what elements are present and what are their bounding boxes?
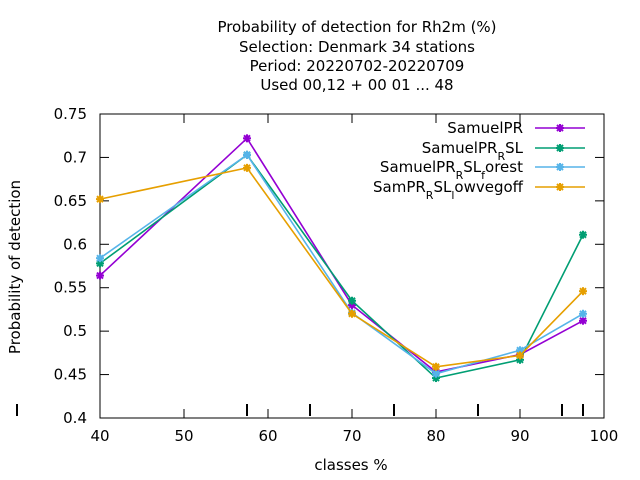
data-point [348,296,356,305]
x-tick-label: 40 [90,427,109,445]
y-tick-label: 0.75 [54,105,87,123]
data-point [243,163,251,172]
x-tick-label: 70 [342,427,361,445]
legend-label: SamuelPRRSL [422,139,524,163]
legend-marker [556,163,564,171]
axes: 40 50 60 70 80 90 100 0.4 0.45 0.5 0.55 0.6 0.65 0.7 0… [16,105,619,445]
y-tick-label: 0.45 [54,366,87,384]
title-line-1: Probability of detection for Rh2m (%) [217,18,496,36]
y-axis-label: Probability of detection [6,180,24,354]
data-point [579,309,587,318]
y-tick-label: 0.6 [63,235,87,253]
data-point [516,351,524,360]
chart-title: Probability of detection for Rh2m (%) Se… [217,18,496,94]
data-point [96,195,104,204]
legend-label: SamPRRSLlowvegoff [373,178,524,202]
y-tick-label: 0.5 [63,322,87,340]
x-axis-label: classes % [314,456,387,474]
data-point [579,287,587,296]
data-point [579,316,587,325]
legend-marker [556,183,564,191]
x-tick-label: 90 [510,427,529,445]
x-tick-label: 60 [258,427,277,445]
legend: SamuelPR SamuelPRRSLSamuelPRRSLforestSamP… [373,119,585,202]
data-point [348,309,356,318]
data-point [579,230,587,239]
title-line-2: Selection: Denmark 34 stations [239,38,475,56]
series-4 [96,163,587,371]
data-point [432,362,440,371]
title-line-3: Period: 20220702-20220709 [250,57,465,75]
data-point [432,369,440,378]
y-tick-label: 0.7 [63,148,87,166]
plot-border [99,113,605,419]
legend-label: SamuelPRRSLforest [380,158,523,182]
x-tick-label: 80 [426,427,445,445]
data-point [96,254,104,263]
data-point [243,150,251,159]
x-tick-label: 100 [590,427,619,445]
y-tick-label: 0.4 [63,409,87,427]
legend-marker [556,124,564,132]
x-tick-label: 50 [174,427,193,445]
title-line-4: Used 00,12 + 00 01 ... 48 [260,76,453,94]
data-point [96,271,104,280]
series-line [99,166,584,368]
data-point [243,134,251,143]
y-tick-label: 0.55 [54,279,87,297]
legend-marker [556,144,564,152]
legend-label: SamuelPR [447,119,523,137]
y-tick-label: 0.65 [54,192,87,210]
series-layer [96,134,587,383]
